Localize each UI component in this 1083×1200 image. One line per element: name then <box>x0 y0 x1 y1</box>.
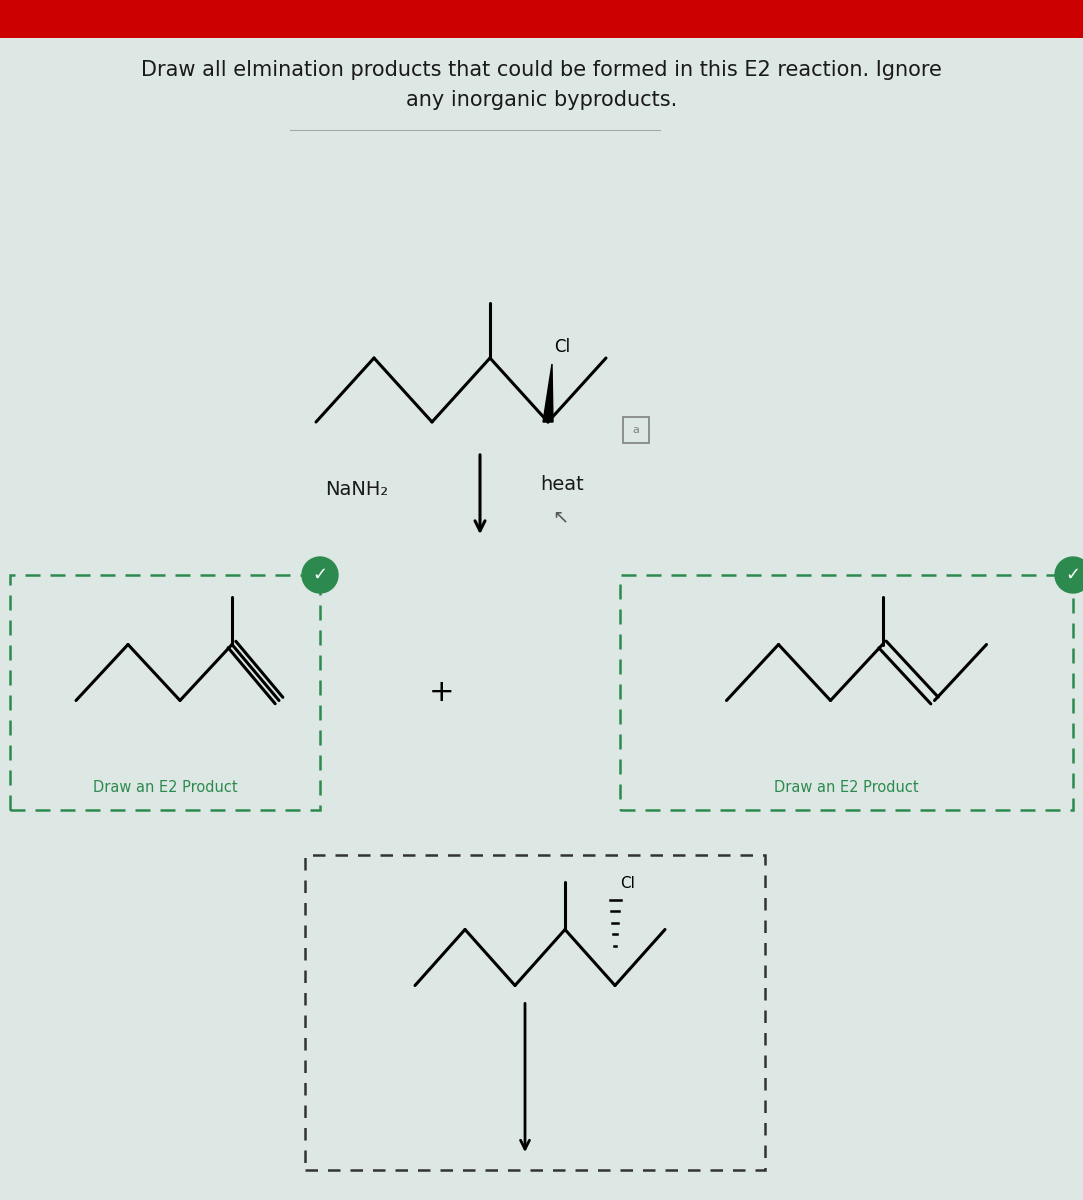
Circle shape <box>1055 557 1083 593</box>
Bar <box>0 0 1083 38</box>
Text: ↖: ↖ <box>552 506 569 526</box>
Text: Cl: Cl <box>619 876 635 892</box>
Text: any inorganic byproducts.: any inorganic byproducts. <box>406 90 677 110</box>
Text: a: a <box>632 425 639 434</box>
Circle shape <box>302 557 338 593</box>
Text: NaNH₂: NaNH₂ <box>325 480 388 499</box>
Text: Cl: Cl <box>554 338 570 356</box>
Text: Draw an E2 Product: Draw an E2 Product <box>774 780 918 796</box>
Polygon shape <box>543 364 553 422</box>
Text: +: + <box>429 678 455 707</box>
Text: ✓: ✓ <box>1066 566 1081 584</box>
Text: heat: heat <box>540 475 584 494</box>
Text: Draw an E2 Product: Draw an E2 Product <box>93 780 237 796</box>
Text: ✓: ✓ <box>312 566 327 584</box>
Text: Draw all elmination products that could be formed in this E2 reaction. Ignore: Draw all elmination products that could … <box>141 60 942 80</box>
